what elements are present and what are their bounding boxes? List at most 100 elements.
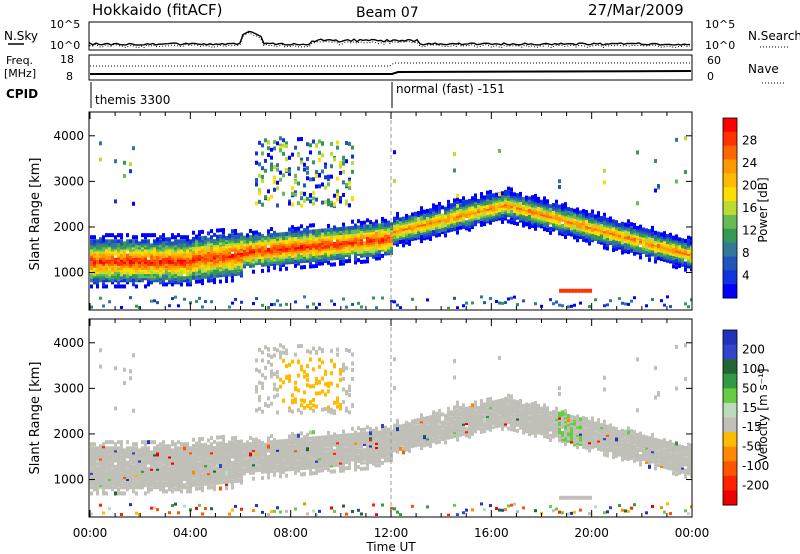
power-cell: [147, 251, 150, 256]
power-cell: [360, 220, 363, 225]
power-cell: [468, 199, 471, 204]
power-cell: [129, 241, 132, 246]
power-cell: [567, 225, 570, 230]
power-cell: [207, 266, 210, 271]
power-cell: [597, 211, 600, 216]
power-cell: [645, 236, 648, 241]
power-cell: [267, 231, 270, 236]
power-cell: [489, 200, 492, 205]
power-cell: [636, 242, 639, 247]
velocity-cell: [159, 477, 162, 482]
power-cell: [285, 302, 288, 306]
power-cell: [144, 243, 147, 248]
power-cell: [327, 202, 330, 207]
velocity-cell: [294, 454, 297, 459]
power-cell: [606, 242, 609, 247]
velocity-cell: [282, 445, 285, 450]
velocity-cell: [264, 455, 267, 460]
power-cell: [378, 233, 381, 238]
power-cell: [300, 265, 303, 270]
velocity-cell: [180, 479, 183, 484]
power-cell: [402, 224, 405, 229]
power-cell: [660, 244, 663, 249]
power-cell: [114, 263, 117, 268]
power-cell: [465, 224, 468, 229]
power-cell: [651, 248, 654, 253]
power-cell: [114, 251, 117, 256]
power-cell: [213, 259, 216, 264]
velocity-cell: [135, 475, 138, 480]
velocity-cell: [177, 487, 180, 492]
power-cell: [636, 227, 639, 232]
power-cell: [627, 231, 630, 236]
power-cell: [189, 243, 192, 248]
power-cell: [264, 168, 267, 173]
power-cell: [213, 249, 216, 254]
power-cell: [120, 249, 123, 254]
velocity-cell: [123, 462, 126, 467]
power-cell: [453, 218, 456, 223]
velocity-cell: [120, 483, 123, 488]
power-cell: [318, 157, 321, 162]
power-cell: [432, 205, 435, 210]
velocity-cell: [231, 462, 234, 467]
power-cell: [198, 232, 201, 237]
power-cell: [303, 234, 306, 239]
power-cell: [444, 225, 447, 230]
velocity-cell: [273, 464, 276, 469]
velocity-cell: [270, 446, 273, 451]
velocity-cell: [249, 468, 252, 473]
velocity-cell: [210, 464, 213, 469]
power-cell: [198, 275, 201, 280]
power-cell: [156, 261, 159, 266]
power-cell: [438, 222, 441, 227]
power-cell: [606, 240, 609, 245]
power-cell: [102, 253, 105, 258]
power-cell: [588, 241, 591, 246]
power-cell: [444, 227, 447, 232]
power-cell: [186, 270, 189, 275]
power-cell: [120, 247, 123, 252]
power-cell: [234, 239, 237, 244]
power-cell: [150, 263, 153, 268]
power-heatmap: [90, 136, 692, 309]
power-cell: [195, 299, 198, 303]
power-cell: [387, 238, 390, 243]
power-cell: [546, 215, 549, 220]
power-cell: [249, 228, 252, 233]
velocity-cell: [291, 440, 294, 445]
power-cell: [438, 216, 441, 221]
power-cell: [342, 253, 345, 258]
power-cell: [168, 241, 171, 246]
power-cell: [534, 212, 537, 217]
power-cell: [297, 232, 300, 237]
velocity-cell: [189, 479, 192, 484]
power-cell: [213, 239, 216, 244]
power-cell: [618, 237, 621, 242]
power-cell: [141, 259, 144, 264]
power-cell: [213, 245, 216, 250]
power-cell: [399, 231, 402, 236]
power-cell: [168, 251, 171, 256]
power-cell: [168, 249, 171, 254]
power-cell: [435, 227, 438, 232]
power-cell: [357, 241, 360, 246]
power-cell: [396, 230, 399, 235]
power-cell: [237, 238, 240, 243]
power-cell: [255, 261, 258, 266]
power-cell: [627, 229, 630, 234]
power-cell: [288, 245, 291, 250]
velocity-cell: [102, 442, 105, 447]
power-cell: [603, 227, 606, 232]
power-cell: [483, 213, 486, 218]
power-cell: [360, 251, 363, 256]
power-cell: [252, 269, 255, 274]
power-cell: [585, 211, 588, 216]
power-cell: [486, 217, 489, 222]
power-cell: [261, 250, 264, 255]
power-cell: [303, 265, 306, 270]
power-cell: [576, 213, 579, 218]
velocity-cell: [165, 466, 168, 471]
power-cell: [495, 206, 498, 211]
velocity-cell: [171, 466, 174, 471]
